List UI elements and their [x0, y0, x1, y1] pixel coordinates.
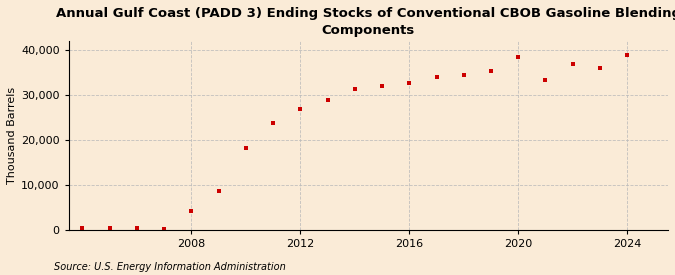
Y-axis label: Thousand Barrels: Thousand Barrels: [7, 87, 17, 184]
Title: Annual Gulf Coast (PADD 3) Ending Stocks of Conventional CBOB Gasoline Blending
: Annual Gulf Coast (PADD 3) Ending Stocks…: [56, 7, 675, 37]
Text: Source: U.S. Energy Information Administration: Source: U.S. Energy Information Administ…: [54, 262, 286, 272]
